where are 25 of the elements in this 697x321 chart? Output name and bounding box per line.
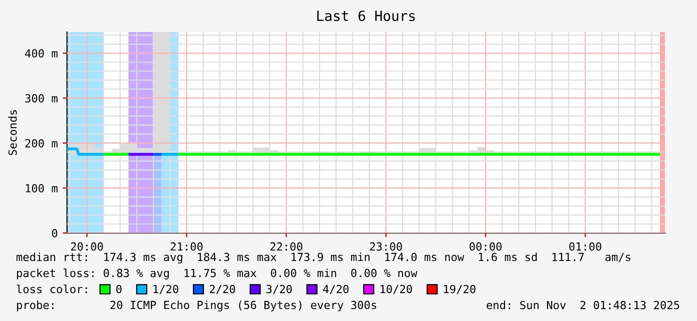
x-tick-label: 22:00 [270,242,302,251]
legend-label: 3/20 [266,284,292,294]
legend-label: 10/20 [380,284,412,294]
legend-label: 1/20 [154,284,178,294]
x-tick-label: 23:00 [370,242,402,251]
text: median rtt: 174.3 ms avg 184.3 ms max 173.9 ms min 174.0 ms now 1.6 ms sd 111.7 am/s [16,252,630,264]
y-tick-label: 400 m [25,49,58,58]
x-tick-label: 20:00 [71,242,103,251]
x-tick-label: 00:00 [470,242,502,251]
y-tick-label: 0 [52,229,58,238]
legend-label: 2/20 [210,284,236,294]
text: end: Sun Nov 2 01:48:13 2025 [486,300,680,310]
legend-label: 4/20 [323,284,349,294]
x-tick-label: 01:00 [569,242,602,251]
text: packet loss: 0.83 % avg 11.75 % max 0.00 % min 0.00 % now [17,268,418,280]
x-tick-label: 21:00 [170,242,203,251]
legend-label: 0 [116,284,122,294]
y-tick-label: 100 m [26,184,58,192]
text: loss color: [16,284,87,294]
y-tick-label: 300 m [25,94,58,103]
y-axis-title: Seconds [8,110,17,156]
legend-label: 19/20 [444,284,476,294]
chart-title: Last 6 Hours [317,10,415,22]
y-tick-label: 200 m [25,139,58,148]
text: probe: 20 ICMP Echo Pings (56 Bytes) every 300s [17,300,376,312]
